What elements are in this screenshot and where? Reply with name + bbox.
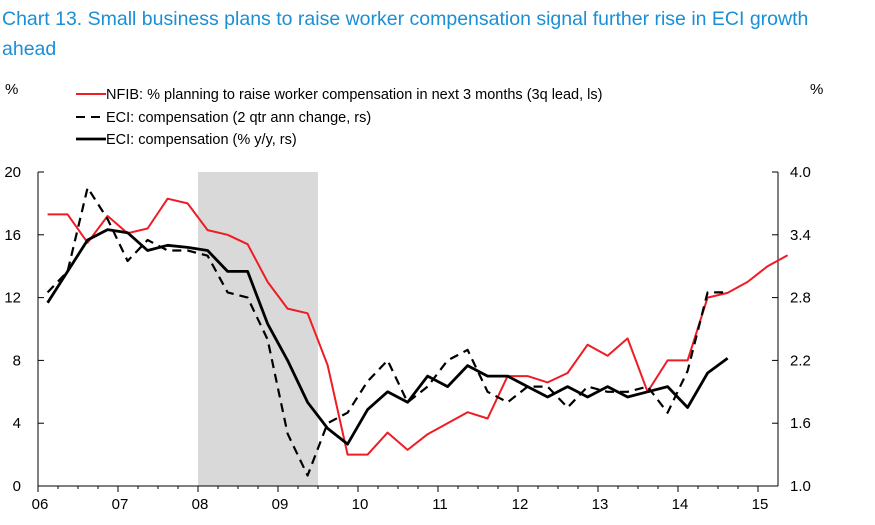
y-right-tick-label: 2.8: [790, 290, 811, 307]
x-tick-label: 07: [112, 496, 129, 513]
legend-label-2: ECI: compensation (2 qtr ann change, rs): [106, 110, 371, 126]
y-right-tick-label: 2.2: [790, 352, 811, 369]
x-tick-label: 10: [352, 496, 369, 513]
y-right-tick-label: 1.6: [790, 415, 811, 432]
y-left-tick-label: 0: [13, 478, 21, 495]
x-tick-label: 14: [672, 496, 689, 513]
right-unit-label: %: [810, 81, 823, 98]
left-unit-label: %: [5, 81, 18, 98]
y-left-tick-label: 4: [13, 415, 21, 432]
chart-title: Chart 13. Small business plans to raise …: [2, 8, 809, 60]
x-tick-label: 13: [592, 496, 609, 513]
y-right-tick-label: 4.0: [790, 164, 811, 181]
recession-shading: [198, 172, 318, 486]
legend-label-1: NFIB: % planning to raise worker compens…: [106, 87, 602, 103]
y-left-tick-label: 12: [4, 290, 21, 307]
y-right-tick-label: 3.4: [790, 227, 811, 244]
series-line-1: [47, 197, 789, 456]
y-left-tick-label: 20: [4, 164, 21, 181]
series-line-3: [46, 228, 729, 446]
x-tick-label: 11: [432, 496, 448, 513]
x-tick-label: 09: [272, 496, 289, 513]
x-tick-label: 08: [192, 496, 209, 513]
x-tick-label: 06: [32, 496, 49, 513]
y-left-tick-label: 16: [4, 227, 21, 244]
y-left-tick-label: 8: [13, 352, 21, 369]
x-tick-label: 12: [512, 496, 529, 513]
x-tick-label: 15: [752, 496, 769, 513]
y-right-tick-label: 1.0: [790, 478, 811, 495]
legend-label-3: ECI: compensation (% y/y, rs): [106, 132, 297, 148]
